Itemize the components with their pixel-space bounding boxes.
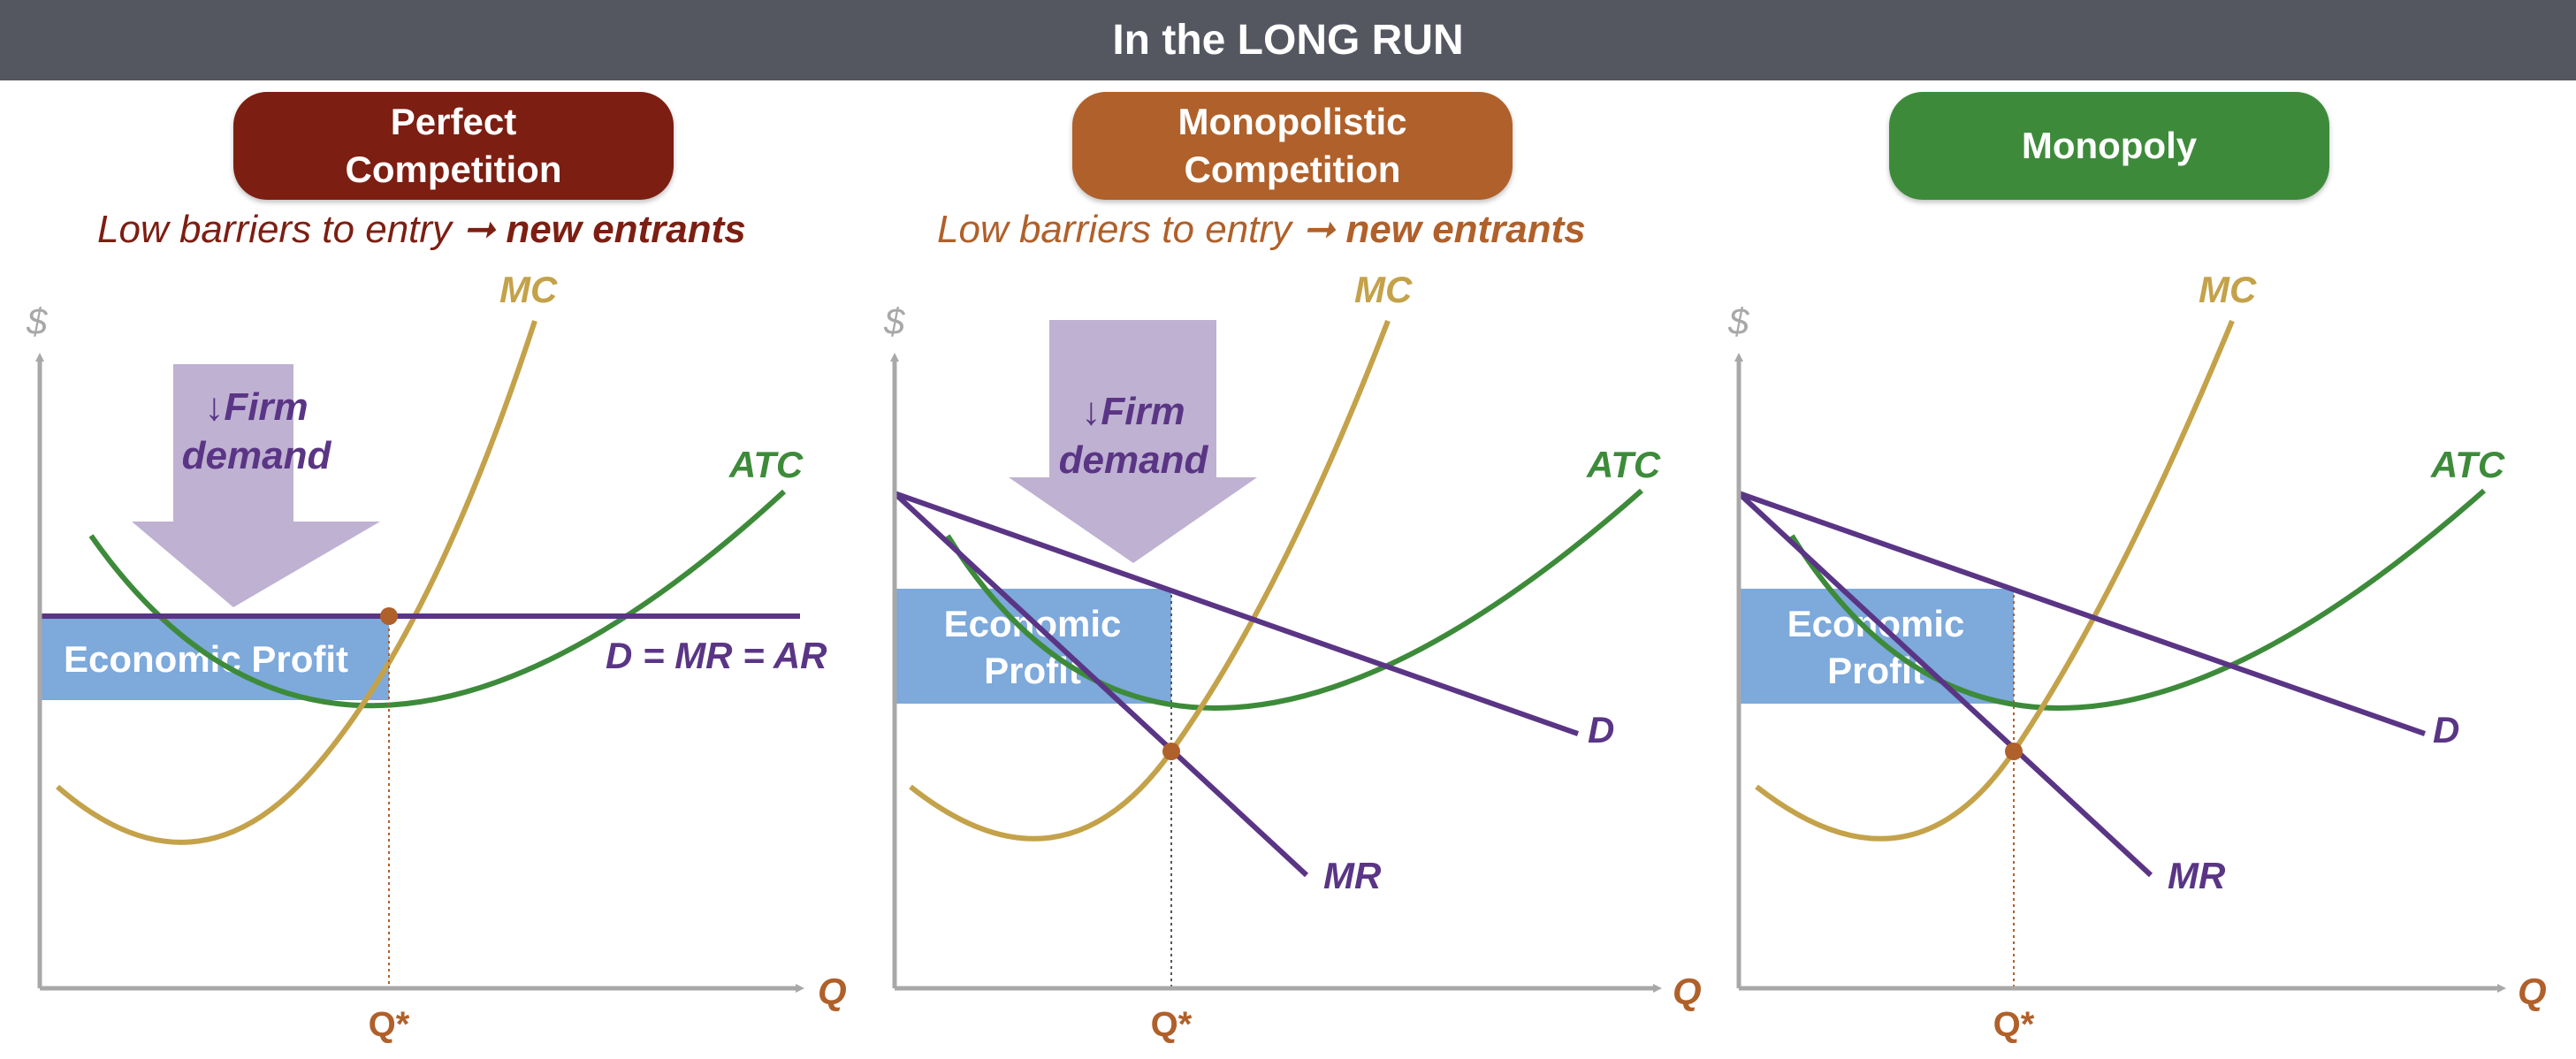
page-title: In the LONG RUN (0, 0, 2576, 80)
mc-curve (1755, 319, 2235, 842)
equilibrium-point (380, 607, 398, 625)
economic-profit-label-line2: Profit (1827, 650, 1924, 691)
firm-demand-label-line1: ↓Firm (1081, 390, 1185, 433)
x-axis-label: Q (818, 971, 847, 1013)
equilibrium-point (1162, 743, 1180, 760)
barriers-text: Low barriers to entry (937, 208, 1303, 251)
q-star-label: Q* (1151, 1005, 1193, 1044)
atc-curve (945, 488, 1643, 711)
down-arrow-icon (1009, 320, 1257, 563)
perfect-competition-title: Perfect Competition (233, 92, 674, 200)
down-arrow-icon (132, 364, 380, 607)
firm-demand-label-line1: ↓Firm (204, 385, 308, 429)
right-arrow-icon: ➞ (1302, 208, 1336, 251)
mc-label: MC (499, 269, 558, 310)
demand-label: D (2433, 709, 2459, 750)
economic-profit-label-line2: Profit (984, 650, 1081, 691)
demand-label: D = MR = AR (606, 635, 827, 676)
monopolistic-competition-title-line1: Monopolistic (1177, 101, 1407, 142)
monopolistic-competition-diagram: Economic Profit ↓Firm demand $ Q Q* MC A… (883, 269, 1702, 1044)
perfect-competition-barriers: Low barriers to entry ➞ new entrants (97, 202, 746, 258)
mc-label: MC (1354, 269, 1413, 310)
economic-profit-label: Economic Profit (64, 638, 348, 680)
atc-curve (1789, 488, 2486, 711)
mr-label: MR (1323, 855, 1382, 896)
right-arrow-icon: ➞ (462, 208, 496, 251)
dollar-label: $ (26, 301, 48, 342)
mc-curve (909, 319, 1391, 842)
atc-label: ATC (1586, 444, 1661, 485)
mr-label: MR (2168, 855, 2226, 896)
mr-curve (1736, 491, 2153, 878)
atc-curve (88, 489, 787, 709)
demand-label: D (1588, 709, 1614, 750)
x-axis-label: Q (2518, 971, 2547, 1013)
mc-curve (56, 320, 537, 845)
firm-demand-label-line2: demand (182, 434, 332, 477)
demand-curve (1738, 491, 2426, 736)
monopolistic-competition-title: Monopolistic Competition (1072, 92, 1513, 200)
economic-profit-box (895, 589, 1171, 704)
perfect-competition-title-line2: Competition (345, 149, 562, 190)
barriers-new-entrants: new entrants (506, 208, 746, 251)
mr-curve (892, 491, 1309, 878)
monopoly-title-line1: Monopoly (2021, 125, 2198, 166)
q-star-label: Q* (369, 1005, 410, 1044)
barriers-text: Low barriers to entry (97, 208, 463, 251)
q-star-label: Q* (1993, 1005, 2035, 1044)
x-axis-label: Q (1673, 971, 1702, 1013)
monopolistic-competition-title-line2: Competition (1184, 149, 1401, 190)
dollar-label: $ (1727, 301, 1749, 342)
economic-profit-box (1739, 589, 2014, 704)
perfect-competition-diagram: Economic Profit ↓Firm demand $ Q Q* MC A… (26, 269, 847, 1044)
atc-label: ATC (2430, 444, 2505, 485)
equilibrium-point (2005, 743, 2023, 760)
monopoly-title: Monopoly (1889, 92, 2329, 200)
mc-label: MC (2199, 269, 2257, 310)
barriers-new-entrants: new entrants (1345, 208, 1586, 251)
demand-curve (894, 491, 1579, 736)
monopoly-diagram: Economic Profit $ Q Q* MC ATC D MR (1727, 269, 2547, 1044)
monopolistic-competition-barriers: Low barriers to entry ➞ new entrants (937, 202, 1586, 258)
atc-label: ATC (728, 444, 804, 485)
dollar-label: $ (883, 301, 905, 342)
firm-demand-label-line2: demand (1059, 438, 1209, 482)
perfect-competition-title-line1: Perfect (390, 101, 517, 142)
